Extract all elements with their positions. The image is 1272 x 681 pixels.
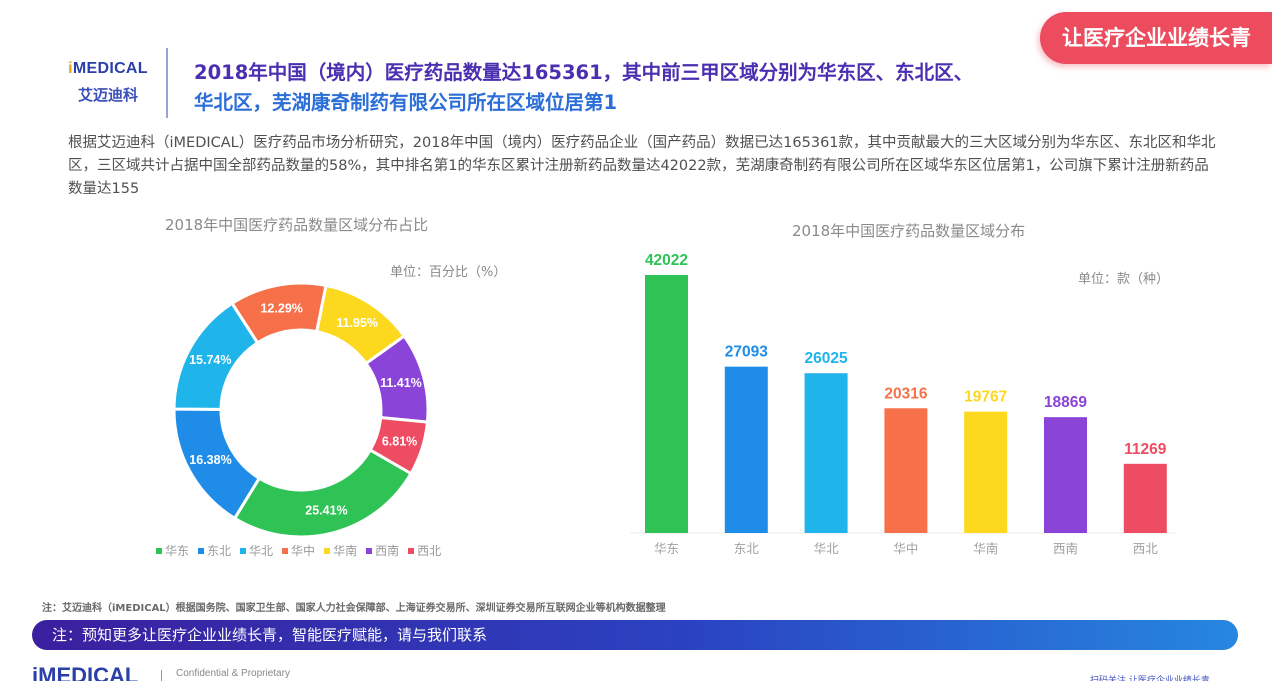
footer-divider xyxy=(161,670,162,681)
legend-swatch xyxy=(198,547,205,554)
bar-value-label: 20316 xyxy=(884,385,927,402)
bar-value-label: 42022 xyxy=(645,252,688,269)
bar-chart-title: 2018年中国医疗药品数量区域分布 xyxy=(792,222,1026,240)
legend-label: 华中 xyxy=(291,544,316,558)
legend-item: 西北 xyxy=(408,542,441,559)
footer-right-text: 扫码关注 让医疗企业业绩长青 xyxy=(1090,676,1210,681)
legend-item: 华北 xyxy=(240,542,273,559)
donut-data-label: 11.95% xyxy=(336,316,378,330)
legend-swatch xyxy=(408,547,415,554)
footer-confidential: Confidential & Proprietary xyxy=(176,668,290,679)
page-title: 2018年中国（境内）医疗药品数量达165361，其中前三甲区域分别为华东区、东… xyxy=(194,58,1034,118)
bar-category-label: 西南 xyxy=(1053,541,1078,556)
legend-item: 华南 xyxy=(324,542,357,559)
legend-label: 华北 xyxy=(249,544,274,558)
bar-value-label: 26025 xyxy=(805,350,848,367)
legend-swatch xyxy=(240,547,247,554)
legend-label: 华南 xyxy=(333,544,358,558)
bar-5 xyxy=(1044,417,1087,533)
brand-logo: iMEDICAL 艾迈迪科 xyxy=(60,60,156,105)
legend-label: 华东 xyxy=(165,544,190,558)
donut-data-label: 15.74% xyxy=(189,353,231,367)
page-title-line-1: 2018年中国（境内）医疗药品数量达165361，其中前三甲区域分别为华东区、东… xyxy=(194,61,974,84)
logo-text-cn: 艾迈迪科 xyxy=(77,86,138,104)
donut-chart: 25.41% 16.38% 15.74% 12.29% 11.95% 11.41% 6.81… xyxy=(172,281,430,539)
bar-2 xyxy=(804,373,848,533)
bar-value-label: 27093 xyxy=(725,344,768,361)
legend-swatch xyxy=(324,547,331,554)
legend-item: 西南 xyxy=(366,542,399,559)
donut-unit-label: 单位：百分比（%） xyxy=(390,265,507,280)
intro-paragraph: 根据艾迈迪科（iMEDICAL）医疗药品市场分析研究，2018年中国（境内）医疗… xyxy=(68,135,1216,197)
bar-category-label: 华北 xyxy=(814,541,840,556)
bar-1 xyxy=(724,366,768,533)
donut-legend: 华东 东北 华北 华中 华南 西南 西北 xyxy=(156,542,441,559)
bar-3 xyxy=(884,408,928,533)
donut-chart-title: 2018年中国医疗药品数量区域分布占比 xyxy=(165,216,429,234)
legend-label: 东北 xyxy=(207,544,232,558)
bar-category-label: 华南 xyxy=(973,541,998,556)
contact-banner[interactable]: 注：预知更多让医疗企业业绩长青，智能医疗赋能，请与我们联系 xyxy=(32,620,1238,650)
donut-data-label: 25.41% xyxy=(305,503,347,517)
donut-data-label: 12.29% xyxy=(260,301,302,315)
donut-data-label: 6.81% xyxy=(382,435,417,449)
bar-category-label: 华中 xyxy=(893,541,918,556)
data-source-note: 注：艾迈迪科（iMEDICAL）根据国务院、国家卫生部、国家人力社会保障部、上海… xyxy=(42,603,666,614)
logo-text-en: iMEDICAL xyxy=(68,60,148,77)
page-title-line-2: 华北区，芜湖康奇制药有限公司所在区域位居第1 xyxy=(194,91,618,114)
footer-logo: iMEDICAL xyxy=(32,664,139,681)
legend-item: 华中 xyxy=(282,542,315,559)
bar-chart: 42022 华东 27093 东北 26025 华北 20316 华中 19767 华南 18869… xyxy=(630,252,1175,556)
title-divider xyxy=(166,48,168,118)
slogan-tag: 让医疗企业业绩长青 xyxy=(1040,12,1272,64)
legend-swatch xyxy=(366,547,373,554)
legend-label: 西北 xyxy=(417,544,442,558)
legend-item: 东北 xyxy=(198,542,231,559)
legend-label: 西南 xyxy=(375,544,400,558)
bar-value-label: 19767 xyxy=(964,389,1007,406)
legend-item: 华东 xyxy=(156,542,189,559)
donut-slice-6 xyxy=(368,416,430,476)
donut-slice-0 xyxy=(232,447,414,539)
bar-6 xyxy=(1123,463,1167,533)
legend-swatch xyxy=(156,547,162,554)
bar-category-label: 西北 xyxy=(1133,541,1159,556)
donut-data-label: 16.38% xyxy=(189,453,231,467)
donut-data-label: 11.41% xyxy=(380,376,422,390)
bar-value-label: 18869 xyxy=(1044,394,1087,411)
bar-unit-label: 单位：款（种） xyxy=(1078,272,1170,287)
bar-4 xyxy=(964,411,1008,533)
bar-value-label: 11269 xyxy=(1124,441,1167,458)
legend-swatch xyxy=(282,547,289,554)
bar-category-label: 华东 xyxy=(654,541,679,556)
bar-0 xyxy=(645,275,688,533)
bar-category-label: 东北 xyxy=(734,541,760,556)
